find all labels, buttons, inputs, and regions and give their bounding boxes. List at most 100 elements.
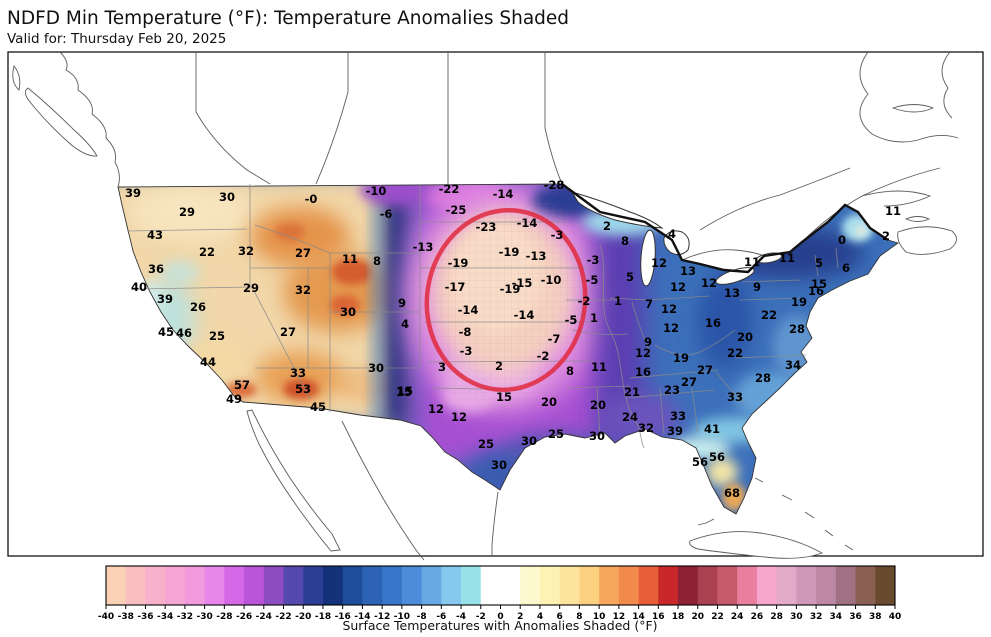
temp-label: 12 <box>670 280 686 294</box>
foreign-outlines <box>12 51 959 561</box>
temp-label: 33 <box>727 390 743 404</box>
temp-label: 13 <box>724 286 740 300</box>
temp-label: 12 <box>428 402 444 416</box>
colorbar-tick-label: 32 <box>810 612 823 622</box>
temp-label: 29 <box>243 281 259 295</box>
temp-label: 24 <box>622 410 638 424</box>
colorbar-segment <box>678 566 699 605</box>
temp-label: 68 <box>724 486 740 500</box>
temp-label: 7 <box>645 297 653 311</box>
temp-label: 19 <box>791 295 807 309</box>
temp-label: 36 <box>148 262 164 276</box>
temp-label: 8 <box>621 234 629 248</box>
temp-label: -14 <box>514 308 535 322</box>
temp-label: 30 <box>340 305 356 319</box>
temp-label: -13 <box>413 240 434 254</box>
colorbar-tick-label: 8 <box>576 612 582 622</box>
temp-label: 2 <box>882 229 890 243</box>
temp-label: -22 <box>439 182 460 196</box>
colorbar-tick-label: -18 <box>315 612 331 622</box>
colorbar-tick-label: 20 <box>691 612 704 622</box>
temp-label: -8 <box>459 325 472 339</box>
temp-label: 25 <box>548 427 564 441</box>
lake-huron <box>663 230 690 256</box>
colorbar-tick-label: 38 <box>869 612 882 622</box>
colorbar-segment <box>303 566 324 605</box>
temp-label: 21 <box>624 385 640 399</box>
colorbar-tick-label: 40 <box>889 612 902 622</box>
colorbar-segment <box>658 566 679 605</box>
temp-label: 3 <box>438 360 446 374</box>
colorbar-tick-label: 2 <box>517 612 523 622</box>
colorbar-tick-label: -22 <box>275 612 291 622</box>
temp-label: -0 <box>305 192 318 206</box>
temp-label: 20 <box>590 398 606 412</box>
temp-label: 12 <box>451 410 467 424</box>
colorbar-segment <box>737 566 758 605</box>
temp-label: -19 <box>448 256 469 270</box>
colorbar-segment <box>796 566 817 605</box>
colorbar-tick-label: 6 <box>557 612 563 622</box>
colorbar-segment <box>184 566 206 605</box>
temp-label: 2 <box>603 219 611 233</box>
highlight-ellipse <box>424 207 588 393</box>
temp-label: -10 <box>366 184 387 198</box>
temp-label: -15 <box>512 276 533 290</box>
state-borders <box>126 184 839 449</box>
colorbar-segment <box>145 566 166 605</box>
temp-label: 12 <box>651 256 667 270</box>
temp-label: 1 <box>590 311 598 325</box>
colorbar-tick-label: 14 <box>632 612 645 622</box>
temp-label: 15 <box>397 384 413 398</box>
colorbar-tick-label: -24 <box>256 612 272 622</box>
temp-label: -2 <box>578 294 591 308</box>
colorbar-tick-label: 26 <box>751 612 764 622</box>
colorbar-caption: Surface Temperatures with Anomalies Shad… <box>342 618 657 633</box>
temp-label: 22 <box>727 346 743 360</box>
temp-label: -7 <box>548 332 561 346</box>
temp-label: -13 <box>526 249 547 263</box>
colorbar-segment <box>500 566 521 605</box>
valid-time-subtitle: Valid for: Thursday Feb 20, 2025 <box>7 31 226 47</box>
temp-label: 56 <box>709 450 725 464</box>
temp-label: 11 <box>779 251 795 265</box>
colorbar-tick-label: 0 <box>497 612 503 622</box>
colorbar-tick-label: -16 <box>335 612 351 622</box>
temp-label: 6 <box>842 261 850 275</box>
temp-label: 20 <box>541 395 557 409</box>
colorbar-tick-label: 18 <box>672 612 685 622</box>
temp-label: 16 <box>705 316 721 330</box>
colorbar-segment <box>283 566 304 605</box>
temp-label: -19 <box>499 245 520 259</box>
temp-label: 33 <box>290 366 306 380</box>
colorbar-tick-label: -4 <box>456 612 466 622</box>
temp-label: 9 <box>398 296 406 310</box>
colorbar-tick-label: 12 <box>613 612 626 622</box>
temp-label: 16 <box>635 365 651 379</box>
temp-label: 4 <box>668 227 676 241</box>
temp-label: 8 <box>566 364 574 378</box>
temp-label: 28 <box>755 371 771 385</box>
lake-michigan <box>640 229 656 287</box>
temp-label: 27 <box>697 363 713 377</box>
temp-label: 25 <box>478 437 494 451</box>
colorbar-segment <box>875 566 896 605</box>
colorbar-tick-label: -20 <box>295 612 311 622</box>
temp-label: 22 <box>761 308 777 322</box>
temp-label: 39 <box>157 292 173 306</box>
colorbar-segment <box>539 566 561 605</box>
temp-label: 16 <box>808 284 824 298</box>
colorbar-segment <box>224 566 245 605</box>
temp-label: 20 <box>737 330 753 344</box>
temp-label: -14 <box>517 216 538 230</box>
colorbar-segment <box>362 566 383 605</box>
temp-label: -14 <box>458 303 479 317</box>
temp-label: -17 <box>445 280 466 294</box>
temp-label: 19 <box>673 351 689 365</box>
temp-label: 32 <box>638 421 654 435</box>
temp-label: 12 <box>661 302 677 316</box>
colorbar-tick-label: -12 <box>374 612 390 622</box>
temp-label: 53 <box>295 382 311 396</box>
colorbar-tick-label: -26 <box>236 612 252 622</box>
